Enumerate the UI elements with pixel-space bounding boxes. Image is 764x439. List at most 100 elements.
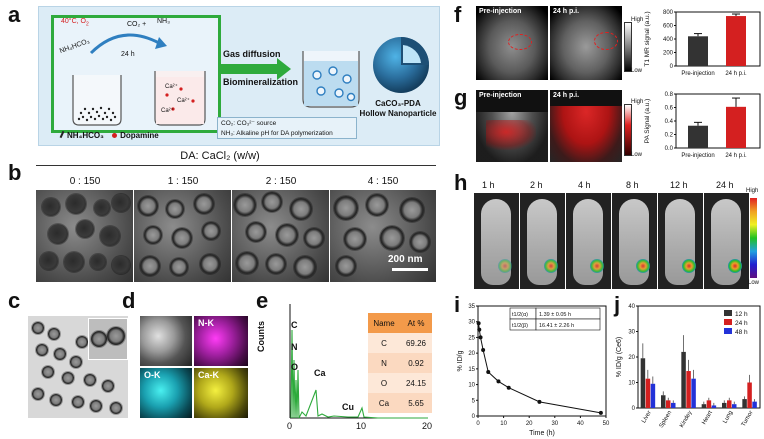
tem-image-2-150 xyxy=(232,190,329,282)
co2-label: CO₂ + xyxy=(127,21,147,28)
mri-colorbar-low: Low xyxy=(631,68,643,74)
y-tick-label: 0.0 xyxy=(665,146,674,152)
time-label-24h: 24 h xyxy=(716,180,734,190)
fluorescence-mouse-row xyxy=(474,193,754,289)
panel-b-divider xyxy=(36,165,436,166)
legend-swatch xyxy=(724,319,732,325)
y-tick-label: 0 xyxy=(632,406,636,412)
panel-label-h: h xyxy=(454,170,468,195)
pk-data-point xyxy=(478,335,483,340)
panel-label-i: i xyxy=(454,292,461,317)
fluorescence-time-labels: 1 h 2 h 4 h 8 h 12 h 24 h xyxy=(474,180,744,192)
time-label-8h: 8 h xyxy=(626,180,639,190)
mouse-image xyxy=(474,193,519,289)
panel-b-title: DA: CaCl₂ (w/w) xyxy=(180,150,260,162)
pa-post-label: 24 h p.i. xyxy=(553,92,580,99)
dopamine-marker-icon xyxy=(112,133,118,138)
bar xyxy=(727,400,732,408)
mri-24h: 24 h p.i. xyxy=(550,6,622,80)
table-row: C 69.26 xyxy=(381,338,427,348)
scale-bar-label: 200 nm xyxy=(388,254,423,265)
legend-swatch xyxy=(724,310,732,316)
bar xyxy=(742,399,747,408)
bar xyxy=(686,371,691,408)
bar xyxy=(722,402,727,408)
y-tick-label: 0 xyxy=(670,64,674,70)
mri-post-label: 24 h p.i. xyxy=(553,8,580,15)
panel-label-a: a xyxy=(8,2,21,27)
x-tick-label: Heart xyxy=(701,410,714,426)
ratio-label-2: 1 : 150 xyxy=(167,176,199,187)
time-label-12h: 12 h xyxy=(670,180,688,190)
bar xyxy=(681,351,686,408)
reaction-illustration xyxy=(72,33,206,126)
eds-xtick-10: 10 xyxy=(356,421,367,431)
mri-pre-label: Pre-injection xyxy=(479,8,522,15)
pk-table-value: 16.41 ± 2.26 h xyxy=(539,323,574,329)
panel-label-f: f xyxy=(454,2,462,27)
eds-map-sem xyxy=(140,316,192,366)
pa-colorbar-low: Low xyxy=(631,152,643,158)
panel-c-tem-image xyxy=(28,316,128,418)
y-tick-label: 25 xyxy=(468,335,475,341)
reaction-arrow xyxy=(89,33,160,55)
pk-data-point xyxy=(537,399,542,404)
bar xyxy=(747,382,752,408)
y-tick-label: 40 xyxy=(628,304,635,310)
tumor-roi-post xyxy=(594,32,618,50)
x-tick-label: Pre-injection xyxy=(681,71,714,77)
ratio-label-3: 2 : 150 xyxy=(265,176,297,187)
hollow-sphere-illustration xyxy=(373,37,429,93)
scale-bar xyxy=(392,268,428,271)
y-axis-label: PA Signal (a.u.) xyxy=(644,99,651,144)
pk-curve xyxy=(478,323,601,414)
temperature-label: 40°C, O2 xyxy=(61,18,89,28)
bar xyxy=(650,383,656,408)
pk-table-value: 1.39 ± 0.05 h xyxy=(539,312,571,318)
time-label-1h: 1 h xyxy=(482,180,495,190)
bar xyxy=(732,404,737,408)
x-tick-label: 50 xyxy=(603,421,610,427)
time-label-2h: 2 h xyxy=(530,180,543,190)
x-tick-label: 24 h p.i. xyxy=(725,153,747,159)
y-tick-label: 35 xyxy=(468,304,475,310)
y-tick-label: 800 xyxy=(663,10,674,16)
pk-table-param: t1/2(β) xyxy=(512,323,528,329)
y-tick-label: 0.4 xyxy=(665,119,674,125)
nh3-label: NH₃ xyxy=(157,18,170,25)
eds-xtick-20: 20 xyxy=(422,421,433,431)
biomineralization-label: Biomineralization xyxy=(223,77,299,87)
tem-image-0-150 xyxy=(36,190,133,282)
bar xyxy=(752,401,757,408)
eds-ylabel: Counts xyxy=(256,321,266,352)
eds-spectrum xyxy=(289,304,428,419)
panel-label-g: g xyxy=(454,85,468,110)
mouse-image xyxy=(566,193,611,289)
pk-data-point xyxy=(477,327,482,332)
eds-peak-n: N xyxy=(291,342,298,352)
pk-table-cell xyxy=(535,318,601,331)
pk-data-point xyxy=(486,370,491,374)
eds-map-o-label: O-K xyxy=(144,370,161,380)
bar xyxy=(688,125,708,148)
process-arrow xyxy=(221,64,279,74)
x-tick-label: 24 h p.i. xyxy=(725,71,747,77)
x-tick-label: Liver xyxy=(641,410,653,424)
eds-peak-ca: Ca xyxy=(314,368,326,378)
x-axis-label: Time (h) xyxy=(529,430,555,437)
legend-swatch xyxy=(724,328,732,334)
pa-pre-injection: Pre-injection xyxy=(476,90,548,162)
x-tick-label: 40 xyxy=(577,421,584,427)
bar xyxy=(691,378,696,408)
eds-peak-c: C xyxy=(291,320,298,330)
mouse-image xyxy=(520,193,565,289)
nh4hco3-marker-icon xyxy=(59,130,65,139)
beaker-1 xyxy=(72,75,122,126)
y-axis-label: % ID/g (Ce6) xyxy=(616,337,623,377)
tumor-roi-pre xyxy=(508,34,532,50)
tem-image-1-150 xyxy=(134,190,231,282)
table-header-name: Name xyxy=(373,318,395,328)
pk-data-point xyxy=(496,379,501,384)
beaker-3 xyxy=(302,51,360,108)
y-tick-label: 20 xyxy=(468,351,475,357)
